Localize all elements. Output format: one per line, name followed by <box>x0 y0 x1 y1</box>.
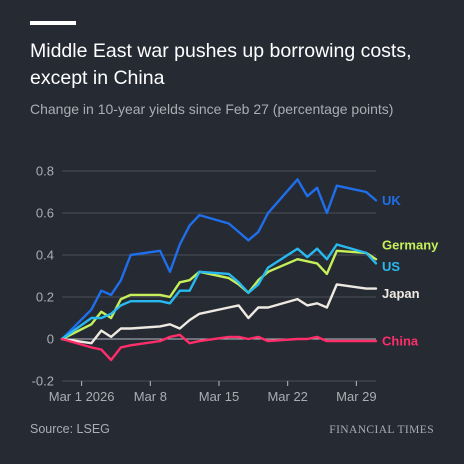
x-tick-label: Mar 22 <box>267 389 307 404</box>
source-note: Source: LSEG <box>30 422 110 436</box>
x-tick-label: Mar 8 <box>134 389 167 404</box>
series-label-uk: UK <box>382 193 401 208</box>
y-tick-label: 0.4 <box>36 248 54 263</box>
x-tick-label: Mar 15 <box>199 389 239 404</box>
series-line-us <box>60 243 378 341</box>
chart-subtitle: Change in 10-year yields since Feb 27 (p… <box>30 101 394 117</box>
series-label-japan: Japan <box>382 286 420 301</box>
ft-logo: FINANCIAL TIMES <box>329 424 434 436</box>
x-tick-label: Mar 29 <box>336 389 376 404</box>
series-label-germany: Germany <box>382 238 439 253</box>
series-label-china: China <box>382 334 419 349</box>
series-label-us: US <box>382 259 400 274</box>
chart-title: Middle East war pushes up borrowing cost… <box>30 40 412 89</box>
y-tick-label: -0.2 <box>32 374 54 389</box>
series-line-china <box>60 333 378 362</box>
y-tick-label: 0.6 <box>36 206 54 221</box>
ft-top-bar <box>30 21 76 25</box>
y-tick-label: 0.2 <box>36 290 54 305</box>
y-tick-label: 0.8 <box>36 164 54 179</box>
series-line-japan <box>60 283 378 345</box>
x-tick-label: Mar 1 2026 <box>49 389 115 404</box>
series-line-uk <box>60 178 378 341</box>
series-line-germany <box>60 249 378 341</box>
y-tick-label: 0 <box>47 332 54 347</box>
